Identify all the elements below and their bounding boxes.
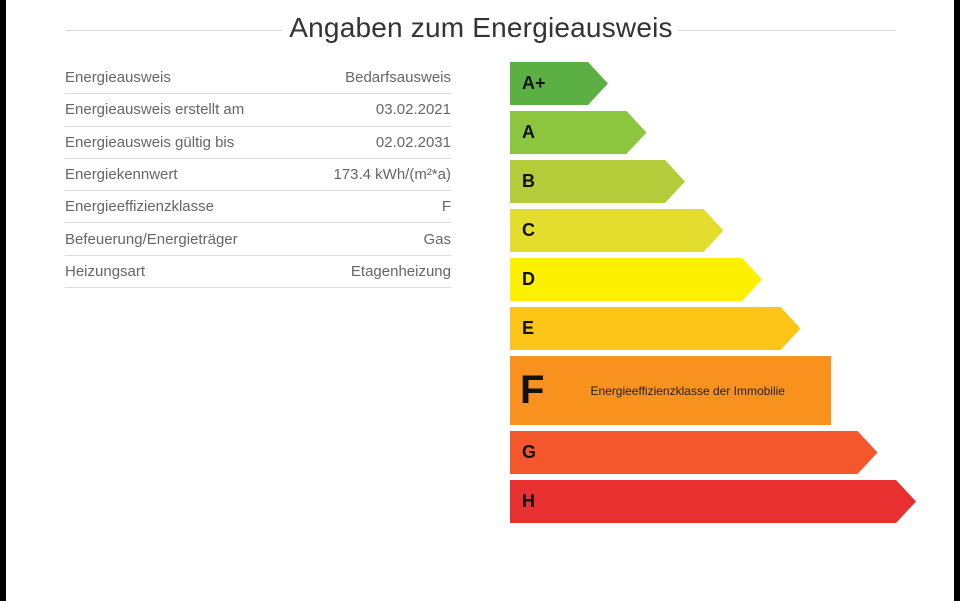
- row-value: F: [441, 198, 451, 216]
- row-label: Befeuerung/Energieträger: [65, 230, 238, 248]
- energy-class-label: B: [522, 171, 535, 191]
- energy-class-label: F: [520, 368, 545, 412]
- row-value: 173.4 kWh/(m²*a): [333, 166, 451, 184]
- section-header: Angaben zum Energieausweis: [66, 10, 896, 50]
- energy-class-label: C: [522, 220, 535, 240]
- energy-class-label: E: [522, 318, 535, 338]
- table-row: Energieausweis Bedarfsausweis: [65, 62, 451, 95]
- row-value: 02.02.2031: [375, 133, 451, 151]
- energy-class-b: B: [510, 160, 685, 203]
- row-value: Bedarfsausweis: [345, 69, 451, 87]
- energy-class-f: F Energieeffizienzklasse der Immobilie: [510, 356, 831, 425]
- energy-class-a: A: [510, 111, 647, 154]
- active-class-caption: Energieeffizienzklasse der Immobilie: [590, 383, 785, 398]
- table-row: Heizungsart Etagenheizung: [65, 256, 451, 289]
- energy-class-d: D: [510, 258, 762, 301]
- table-row: Energieausweis erstellt am 03.02.2021: [65, 94, 451, 127]
- content-panel: Angaben zum Energieausweis Energieauswei…: [6, 0, 954, 601]
- row-label: Energieausweis erstellt am: [65, 101, 245, 119]
- row-label: Energieausweis: [65, 69, 171, 87]
- row-label: Heizungsart: [65, 262, 146, 280]
- energy-class-label: G: [522, 442, 537, 462]
- row-label: Energiekennwert: [65, 166, 178, 184]
- row-label: Energieeffizienzklasse: [65, 198, 214, 216]
- energy-class-e: E: [510, 307, 801, 350]
- energy-efficiency-scale: A+ A B C D E F Energieeffizienzklasse der Immob…: [510, 62, 920, 532]
- energy-class-h: H: [510, 480, 916, 523]
- row-label: Energieausweis gültig bis: [65, 133, 235, 151]
- row-value: Gas: [423, 230, 451, 248]
- table-row: Energiekennwert 173.4 kWh/(m²*a): [65, 159, 451, 192]
- table-row: Befeuerung/Energieträger Gas: [65, 223, 451, 256]
- row-value: Etagenheizung: [350, 262, 451, 280]
- energy-class-label: H: [522, 491, 535, 511]
- energy-class-label: A+: [522, 73, 546, 93]
- table-row: Energieausweis gültig bis 02.02.2031: [65, 127, 451, 159]
- energy-class-label: A: [522, 122, 535, 142]
- row-value: 03.02.2021: [375, 101, 451, 119]
- energy-class-a-plus: A+: [510, 62, 608, 105]
- energy-class-label: D: [522, 269, 535, 289]
- table-row: Energieeffizienzklasse F: [65, 191, 451, 224]
- energy-class-g: G: [510, 431, 878, 474]
- header-rule-right: [678, 30, 896, 31]
- energy-class-c: C: [510, 209, 724, 252]
- energy-info-table: Energieausweis Bedarfsausweis Energieaus…: [65, 62, 451, 289]
- header-rule-left: [66, 30, 282, 31]
- section-title: Angaben zum Energieausweis: [289, 12, 673, 43]
